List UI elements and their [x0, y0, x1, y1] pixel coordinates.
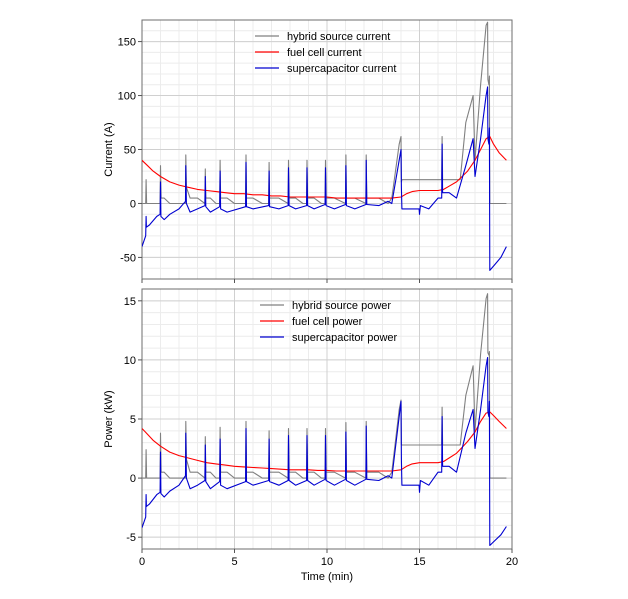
legend-label-hybrid-source: hybrid source power: [292, 300, 391, 312]
y-tick-label: 5: [130, 414, 136, 426]
supercapacitor-line: [142, 356, 507, 547]
y-axis-title: Power (kW): [103, 390, 115, 447]
legend-label-fuel-cell: fuel cell power: [292, 316, 363, 328]
y-tick-label: 50: [124, 145, 136, 157]
y-tick-label: 150: [118, 37, 136, 49]
x-tick-label: 20: [506, 556, 518, 568]
supercapacitor-line: [142, 86, 507, 271]
legend-label-hybrid-source: hybrid source current: [287, 31, 390, 43]
legend-label-fuel-cell: fuel cell current: [287, 47, 362, 59]
x-tick-label: 15: [413, 556, 425, 568]
y-tick-label: 0: [130, 473, 136, 485]
x-axis-title: Time (min): [301, 571, 353, 583]
y-tick-label: 100: [118, 91, 136, 103]
y-tick-label: 10: [124, 355, 136, 367]
y-tick-label: -5: [126, 532, 136, 544]
x-tick-label: 0: [139, 556, 145, 568]
x-tick-label: 5: [231, 556, 237, 568]
legend-label-supercapacitor: supercapacitor power: [292, 332, 398, 344]
y-tick-label: 15: [124, 296, 136, 308]
current-chart: -50 0 50 100 150 Current (A) hybrid source cur…: [103, 19, 513, 283]
y-tick-label: 0: [130, 198, 136, 210]
legend-label-supercapacitor: supercapacitor current: [287, 63, 396, 75]
x-tick-label: 10: [321, 556, 333, 568]
y-tick-label: -50: [120, 252, 136, 264]
y-axis-title: Current (A): [103, 122, 115, 176]
